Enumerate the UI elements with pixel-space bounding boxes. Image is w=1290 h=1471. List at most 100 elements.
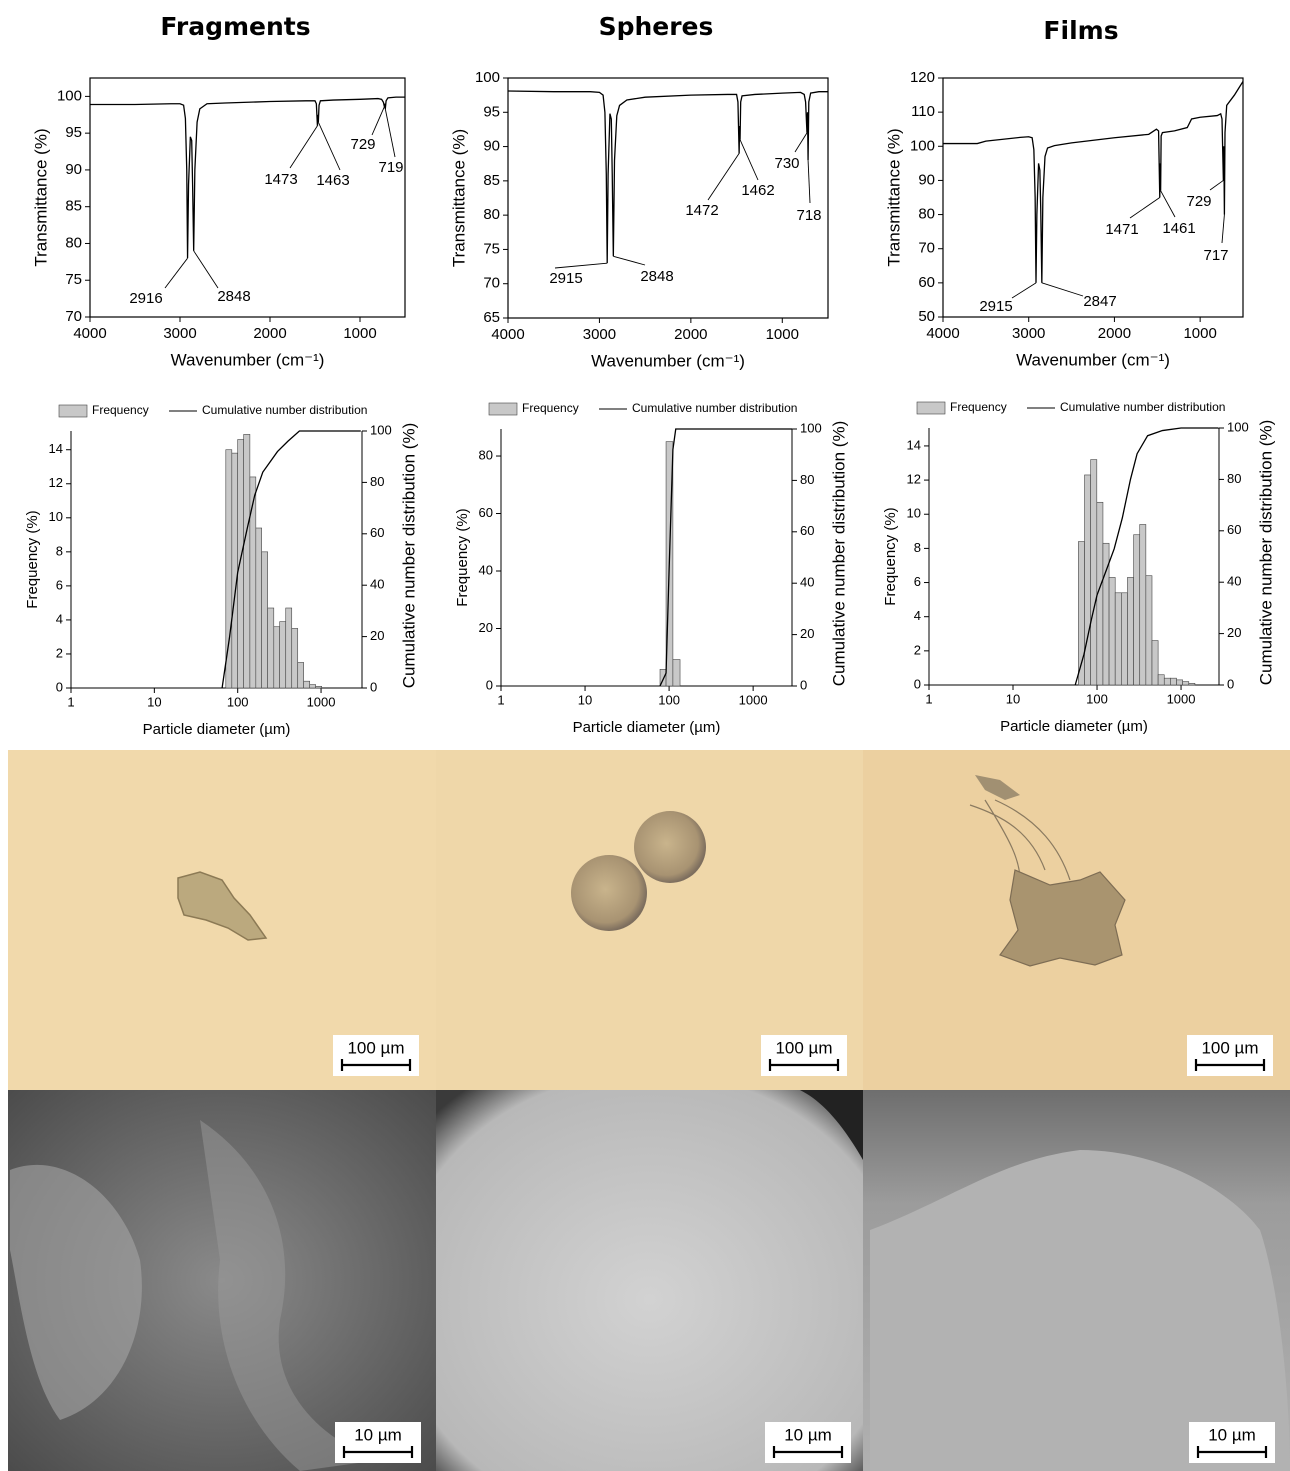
- y2-tick-label: 60: [1227, 522, 1241, 537]
- histogram-bar: [1183, 682, 1189, 685]
- y-tick-label: 100: [57, 87, 82, 104]
- y-tick-label: 8: [914, 540, 921, 555]
- x-tick-label: 1000: [1167, 691, 1196, 706]
- histogram-bar: [1121, 593, 1127, 685]
- histogram-bar: [1189, 683, 1195, 685]
- y-tick-label: 90: [65, 161, 82, 178]
- x-tick-label: 4000: [73, 325, 106, 342]
- y-tick-label: 90: [918, 171, 935, 188]
- y-tick-label: 100: [475, 69, 500, 86]
- peak-label: 1471: [1105, 221, 1138, 238]
- y2-tick-label: 20: [800, 626, 814, 641]
- histogram-bar: [1109, 577, 1115, 685]
- y2-tick-label: 40: [370, 577, 384, 592]
- y-tick-label: 40: [479, 562, 493, 577]
- y-tick-label: 75: [483, 240, 500, 257]
- peak-label: 1461: [1162, 220, 1195, 237]
- y-tick-label: 80: [918, 206, 935, 223]
- legend-swatch: [917, 402, 945, 414]
- y2-tick-label: 0: [370, 679, 377, 694]
- peak-leader: [555, 263, 607, 268]
- histogram-bar: [1134, 535, 1140, 685]
- column-title: Films: [1043, 16, 1118, 45]
- peak-leader: [1210, 180, 1223, 190]
- y2-tick-label: 0: [1227, 676, 1234, 691]
- histogram-bar: [1146, 576, 1152, 685]
- peak-leader: [385, 109, 395, 157]
- x-tick-label: 100: [1086, 691, 1108, 706]
- x-tick-label: 2000: [674, 326, 707, 343]
- legend-label: Frequency: [92, 403, 149, 417]
- y-tick-label: 50: [918, 308, 935, 325]
- y2-tick-label: 100: [370, 422, 392, 437]
- scale-bar-label: 100 µm: [347, 1038, 404, 1057]
- peak-label: 1473: [264, 171, 297, 188]
- y-tick-label: 14: [49, 441, 63, 456]
- y2-axis-label: Cumulative number distribution (%): [399, 423, 418, 689]
- histogram-bar: [673, 660, 680, 686]
- sem-images: [8, 1090, 1290, 1471]
- y-tick-label: 80: [65, 234, 82, 251]
- x-tick-label: 3000: [1012, 325, 1045, 342]
- y-tick-label: 8: [56, 543, 63, 558]
- data-line: [660, 429, 792, 686]
- y2-axis-label: Cumulative number distribution (%): [829, 421, 848, 687]
- peak-leader: [318, 122, 340, 170]
- peak-label: 2848: [640, 268, 673, 285]
- x-tick-label: 1: [497, 692, 504, 707]
- peak-leader: [740, 140, 758, 180]
- scale-bar-label: 100 µm: [1201, 1038, 1258, 1057]
- peak-label: 729: [1186, 193, 1211, 210]
- peak-label: 2915: [549, 270, 582, 287]
- peak-label: 1463: [316, 172, 349, 189]
- histogram-bar: [244, 434, 250, 688]
- x-tick-label: 1000: [307, 694, 336, 709]
- histogram-bar: [1140, 524, 1146, 685]
- peak-label: 719: [378, 159, 403, 176]
- peak-label: 1462: [741, 182, 774, 199]
- x-axis-label: Wavenumber (cm⁻¹): [1016, 350, 1170, 369]
- histogram-bar: [262, 552, 268, 688]
- peak-label: 2915: [979, 298, 1012, 315]
- y-tick-label: 70: [65, 308, 82, 325]
- x-tick-label: 3000: [583, 326, 616, 343]
- y-tick-label: 12: [907, 472, 921, 487]
- peak-leader: [1042, 283, 1083, 296]
- y-tick-label: 100: [910, 137, 935, 154]
- histogram-bar: [304, 681, 310, 688]
- y-tick-label: 2: [914, 642, 921, 657]
- sem-image: [436, 1090, 863, 1471]
- data-line: [90, 97, 405, 258]
- sphere-particle: [634, 811, 706, 883]
- x-tick-label: 3000: [163, 325, 196, 342]
- y-tick-label: 10: [907, 506, 921, 521]
- histogram-bar: [238, 440, 244, 688]
- y-tick-label: 65: [483, 309, 500, 326]
- y2-tick-label: 80: [800, 472, 814, 487]
- y-tick-label: 70: [918, 240, 935, 257]
- y-tick-label: 12: [49, 475, 63, 490]
- legend-swatch: [489, 403, 517, 415]
- x-tick-label: 1: [925, 691, 932, 706]
- histogram-bar: [268, 608, 274, 688]
- peak-leader: [708, 153, 739, 200]
- legend-label: Cumulative number distribution: [1060, 400, 1225, 414]
- peak-label: 718: [796, 207, 821, 224]
- y2-tick-label: 20: [1227, 625, 1241, 640]
- x-tick-label: 10: [1006, 691, 1020, 706]
- x-tick-label: 4000: [491, 326, 524, 343]
- y2-tick-label: 0: [800, 677, 807, 692]
- x-tick-label: 100: [658, 692, 680, 707]
- y-tick-label: 4: [914, 608, 921, 623]
- histogram-bar: [1158, 675, 1164, 685]
- peak-leader: [1130, 198, 1160, 219]
- legend-label: Cumulative number distribution: [202, 403, 367, 417]
- data-line: [508, 91, 828, 263]
- y-axis-label: Transmittance (%): [31, 128, 50, 266]
- peak-leader: [290, 126, 317, 168]
- peak-leader: [795, 133, 807, 152]
- y-tick-label: 10: [49, 509, 63, 524]
- histogram-bar: [274, 627, 280, 688]
- y-tick-label: 6: [56, 577, 63, 592]
- scale-bar-label: 10 µm: [354, 1425, 402, 1444]
